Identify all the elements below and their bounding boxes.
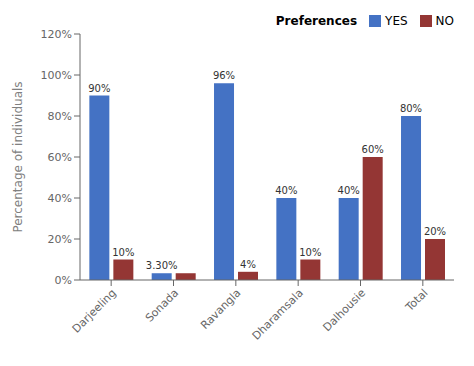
svg-text:60%: 60%	[48, 151, 72, 164]
svg-text:Sonada: Sonada	[143, 286, 181, 324]
svg-text:Percentage of individuals: Percentage of individuals	[11, 81, 25, 232]
svg-text:Darjeeling: Darjeeling	[70, 286, 119, 335]
svg-text:0%: 0%	[55, 274, 72, 287]
svg-text:60%: 60%	[362, 144, 384, 155]
html-text:YES: YES	[385, 14, 408, 28]
svg-text:80%: 80%	[48, 110, 72, 123]
svg-text:3.30%: 3.30%	[146, 260, 178, 271]
svg-text:40%: 40%	[275, 185, 297, 196]
svg-text:4%: 4%	[240, 259, 256, 270]
svg-text:Total: Total	[402, 286, 430, 314]
svg-text:120%: 120%	[41, 28, 72, 41]
svg-text:Dharamsala: Dharamsala	[250, 286, 306, 342]
svg-text:100%: 100%	[41, 69, 72, 82]
svg-text:40%: 40%	[338, 185, 360, 196]
svg-text:10%: 10%	[299, 247, 321, 258]
svg-text:80%: 80%	[400, 103, 422, 114]
svg-text:Dalhousie: Dalhousie	[320, 286, 368, 334]
html-text:NO: NO	[435, 14, 454, 28]
svg-text:20%: 20%	[424, 226, 446, 237]
svg-text:Ravangla: Ravangla	[198, 286, 243, 331]
svg-text:20%: 20%	[48, 233, 72, 246]
svg-text:96%: 96%	[213, 70, 235, 81]
svg-text:90%: 90%	[88, 83, 110, 94]
svg-text:10%: 10%	[112, 247, 134, 258]
html-text:Preferences: Preferences	[275, 14, 357, 28]
svg-text:40%: 40%	[48, 192, 72, 205]
